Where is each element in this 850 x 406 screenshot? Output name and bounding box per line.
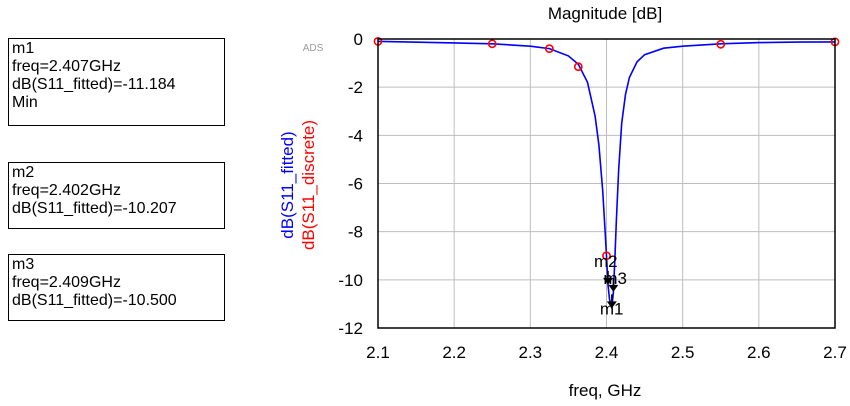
marker-arrow-m1: [606, 301, 617, 309]
marker-label-m3: m3: [603, 269, 627, 288]
marker-readout-m3: m3 freq=2.409GHz dB(S11_fitted)=-10.500: [8, 254, 225, 321]
marker-arrow-m2: [603, 277, 614, 285]
marker-freq: freq=2.402GHz: [12, 182, 121, 199]
y-tick-label: 0: [354, 30, 363, 49]
y-axis-label-discrete: dB(S11_discrete): [299, 120, 318, 250]
y-tick-label: -12: [338, 319, 363, 338]
marker-name: m3: [12, 256, 35, 273]
x-tick-label: 2.6: [747, 343, 771, 362]
marker-label-m1: m1: [600, 299, 624, 318]
x-tick-label: 2.4: [595, 343, 619, 362]
marker-value: dB(S11_fitted)=-10.500: [12, 292, 177, 309]
marker-label-m2: m2: [594, 252, 618, 271]
marker-freq: freq=2.407GHz: [12, 58, 121, 75]
data-point-discrete: [487, 39, 497, 49]
marker-value: dB(S11_fitted)=-11.184: [12, 76, 176, 93]
marker-name: m1: [12, 40, 35, 57]
y-tick-label: -8: [348, 223, 363, 242]
marker-readout-m2: m2 freq=2.402GHz dB(S11_fitted)=-10.207: [8, 162, 225, 229]
y-tick-label: -4: [348, 126, 363, 145]
x-tick-label: 2.2: [442, 343, 466, 362]
x-tick-label: 2.5: [671, 343, 695, 362]
data-point-discrete: [573, 62, 583, 72]
marker-value: dB(S11_fitted)=-10.207: [12, 200, 177, 217]
x-tick-label: 2.3: [519, 343, 543, 362]
marker-mode: Min: [12, 94, 38, 111]
chart-title: Magnitude [dB]: [548, 4, 662, 23]
data-point-discrete: [602, 251, 611, 261]
marker-name: m2: [12, 164, 35, 181]
plot-frame: [377, 38, 836, 329]
y-axis-label-fitted: dB(S11_fitted): [278, 131, 297, 238]
y-tick-label: -6: [348, 175, 363, 194]
data-point-discrete: [716, 39, 726, 49]
x-axis-label: freq, GHz: [569, 381, 642, 400]
data-point-discrete: [544, 44, 554, 54]
x-tick-label: 2.7: [823, 343, 847, 362]
marker-arrow-m3: [608, 284, 619, 292]
ads-watermark: ADS: [303, 43, 324, 54]
y-tick-label: -10: [338, 271, 363, 290]
y-tick-label: -2: [348, 78, 363, 97]
marker-readout-m1: m1 freq=2.407GHz dB(S11_fitted)=-11.184 …: [8, 38, 225, 126]
marker-freq: freq=2.409GHz: [12, 274, 121, 291]
x-tick-label: 2.1: [366, 343, 390, 362]
